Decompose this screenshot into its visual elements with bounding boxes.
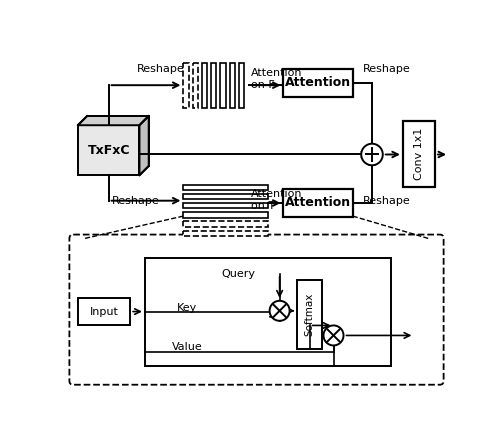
Text: Reshape: Reshape [137, 64, 184, 74]
Bar [183, 184, 268, 190]
Text: Conv 1x1: Conv 1x1 [413, 128, 423, 180]
Bar [210, 63, 216, 108]
Bar [183, 203, 268, 208]
Polygon shape [78, 116, 148, 125]
Circle shape [361, 144, 382, 165]
Text: Reshape: Reshape [362, 196, 410, 206]
Bar [78, 125, 139, 175]
Bar [183, 194, 268, 199]
Bar [183, 63, 188, 108]
Bar [183, 221, 268, 227]
Text: Attention
on F: Attention on F [250, 68, 302, 90]
Bar [78, 299, 130, 325]
Bar [183, 212, 268, 217]
Bar [283, 69, 352, 97]
Bar [402, 122, 434, 187]
Text: Input: Input [90, 306, 118, 316]
Polygon shape [139, 116, 148, 175]
Text: Softmax: Softmax [304, 293, 314, 336]
Text: Attention: Attention [285, 76, 351, 89]
Text: Reshape: Reshape [112, 196, 159, 206]
Bar [201, 63, 207, 108]
Bar [192, 63, 197, 108]
Bar [238, 63, 243, 108]
Text: Query: Query [221, 269, 255, 279]
Bar [229, 63, 234, 108]
Text: Attention
on T: Attention on T [250, 189, 302, 211]
Bar [283, 189, 352, 217]
Bar [220, 63, 225, 108]
Circle shape [269, 301, 289, 321]
FancyBboxPatch shape [69, 234, 443, 385]
Circle shape [323, 326, 343, 345]
Bar [297, 280, 321, 349]
Text: Key: Key [177, 303, 197, 313]
Text: Attention: Attention [285, 197, 351, 210]
Text: Reshape: Reshape [362, 64, 410, 74]
Text: TxFxC: TxFxC [87, 144, 130, 157]
Text: Value: Value [171, 342, 202, 352]
Bar [183, 231, 268, 236]
Bar [145, 258, 390, 366]
